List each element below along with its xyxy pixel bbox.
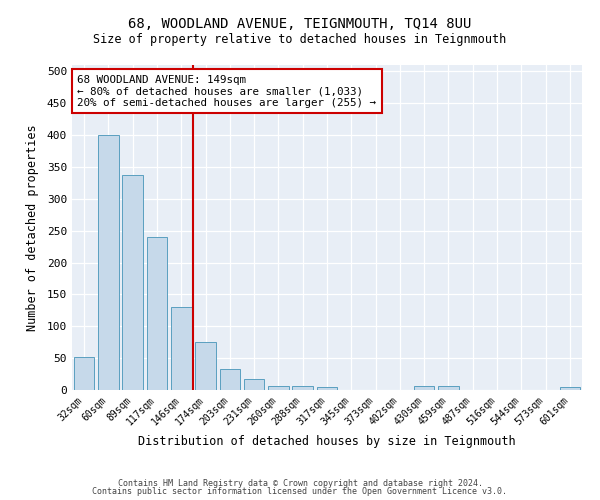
- Bar: [122, 174, 143, 390]
- Bar: [292, 386, 313, 390]
- Text: Contains public sector information licensed under the Open Government Licence v3: Contains public sector information licen…: [92, 487, 508, 496]
- Y-axis label: Number of detached properties: Number of detached properties: [26, 124, 38, 331]
- Bar: [317, 387, 337, 390]
- Bar: [74, 357, 94, 390]
- Text: 68 WOODLAND AVENUE: 149sqm
← 80% of detached houses are smaller (1,033)
20% of s: 68 WOODLAND AVENUE: 149sqm ← 80% of deta…: [77, 74, 376, 108]
- Bar: [171, 307, 191, 390]
- Bar: [146, 237, 167, 390]
- Bar: [414, 386, 434, 390]
- Bar: [98, 135, 119, 390]
- Text: 68, WOODLAND AVENUE, TEIGNMOUTH, TQ14 8UU: 68, WOODLAND AVENUE, TEIGNMOUTH, TQ14 8U…: [128, 18, 472, 32]
- Bar: [220, 369, 240, 390]
- Text: Contains HM Land Registry data © Crown copyright and database right 2024.: Contains HM Land Registry data © Crown c…: [118, 478, 482, 488]
- Text: Size of property relative to detached houses in Teignmouth: Size of property relative to detached ho…: [94, 32, 506, 46]
- Bar: [438, 386, 459, 390]
- Bar: [268, 386, 289, 390]
- Bar: [244, 378, 265, 390]
- X-axis label: Distribution of detached houses by size in Teignmouth: Distribution of detached houses by size …: [138, 435, 516, 448]
- Bar: [560, 387, 580, 390]
- Bar: [195, 342, 216, 390]
